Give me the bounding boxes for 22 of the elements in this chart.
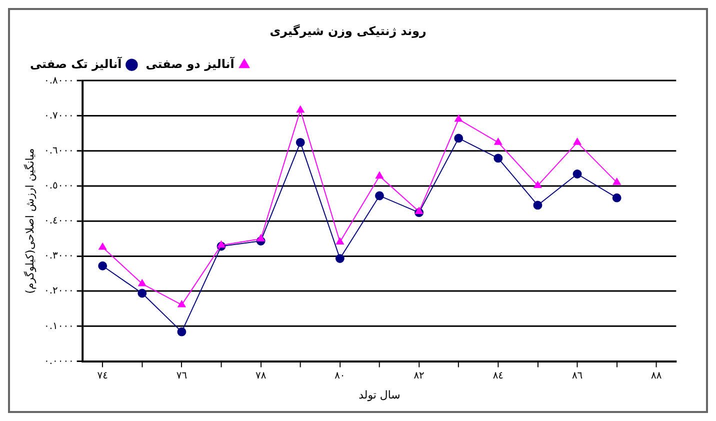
y-tick-label: ٠.٦٠٠٠ <box>44 145 74 156</box>
chart-title: روند ژنتیکی وزن شیرگیری <box>270 24 427 38</box>
y-tick-label: ٠.٢٠٠٠ <box>44 286 74 297</box>
legend-label: آنالیز دو صفتی <box>146 56 236 71</box>
x-tick-label: ٧٤ <box>97 370 108 382</box>
y-tick-label: ٠.٨٠٠٠ <box>44 75 74 86</box>
x-tick-label: ٧٨ <box>255 370 267 382</box>
legend-label: آنالیز تک صفتی <box>30 56 123 71</box>
y-tick-label: ٠.٤٠٠٠ <box>44 216 74 227</box>
x-axis-title: سال تولد <box>358 388 400 402</box>
x-tick-label: ٨٠ <box>334 370 346 382</box>
y-axis-title: میانگین ارزش اصلاحی(کیلوگرم) <box>23 148 36 294</box>
x-tick-label: ٨٢ <box>414 370 424 382</box>
y-tick-label: ٠.١٠٠٠ <box>44 320 74 332</box>
x-tick-label: ٨٨ <box>651 370 662 382</box>
y-tick-label: ٠.٠٠٠٠ <box>44 356 74 367</box>
x-tick-label: ٨٦ <box>572 370 583 382</box>
y-tick-label: ٠.٣٠٠٠ <box>44 250 74 262</box>
x-tick-label: ٨٤ <box>492 370 504 382</box>
y-tick-label: ٠.٥٠٠٠ <box>44 180 74 192</box>
y-tick-label: ٠.٧٠٠٠ <box>44 110 74 122</box>
x-tick-label: ٧٦ <box>176 370 188 382</box>
